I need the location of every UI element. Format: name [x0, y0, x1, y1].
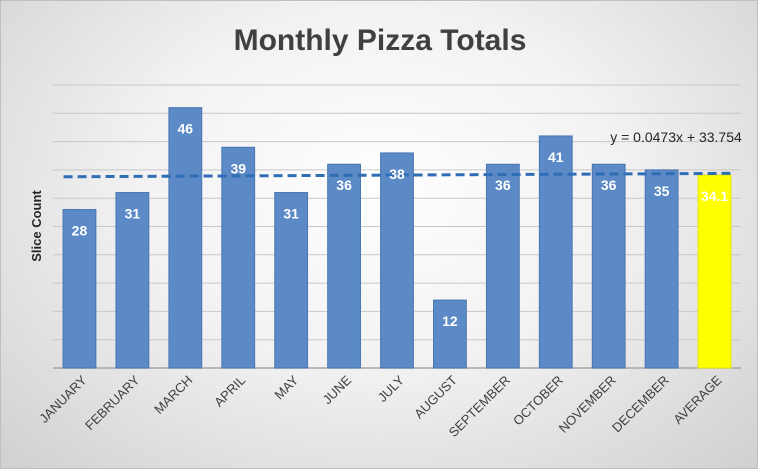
tick-label-august: AUGUST — [411, 372, 460, 421]
bar-april — [221, 146, 256, 369]
data-labels: 28 31 46 39 31 36 38 12 36 41 36 35 34.1 — [72, 121, 729, 329]
tick-label-april: APRIL — [211, 373, 248, 410]
data-label-august: 12 — [442, 313, 458, 329]
bar-august — [433, 299, 467, 369]
trendline-equation: y = 0.0473x + 33.754 — [610, 129, 742, 145]
data-label-average: 34.1 — [701, 188, 728, 204]
tick-label-december: DECEMBER — [609, 373, 672, 436]
data-label-june: 36 — [336, 177, 352, 193]
bar-november — [591, 163, 626, 369]
bar-december — [644, 169, 679, 369]
bar-january — [62, 209, 97, 369]
tick-label-october: OCTOBER — [510, 373, 566, 429]
bar-february — [115, 192, 150, 369]
bar-june — [327, 163, 361, 369]
data-label-may: 31 — [283, 206, 299, 222]
tick-label-march: MARCH — [151, 373, 195, 417]
tick-label-february: FEBRUARY — [82, 372, 143, 433]
tick-label-may: MAY — [271, 372, 301, 402]
bars — [62, 107, 732, 369]
data-label-september: 36 — [495, 177, 511, 193]
data-label-october: 41 — [548, 149, 564, 165]
data-label-november: 36 — [601, 177, 617, 193]
tick-label-january: JANUARY — [36, 372, 90, 426]
bar-march — [168, 107, 203, 369]
data-label-july: 38 — [389, 166, 405, 182]
tick-label-average: AVERAGE — [670, 372, 725, 427]
data-label-december: 35 — [654, 183, 670, 199]
bar-average — [697, 174, 732, 369]
bar-may — [274, 192, 309, 369]
chart-title: Monthly Pizza Totals — [234, 24, 527, 57]
data-label-april: 39 — [230, 160, 246, 176]
bar-july — [380, 152, 414, 369]
y-axis-label: Slice Count — [29, 190, 44, 262]
bar-september — [485, 163, 520, 369]
data-label-march: 46 — [178, 121, 194, 137]
tick-label-july: JULY — [375, 372, 408, 405]
bar-october — [538, 135, 573, 369]
tick-label-june: JUNE — [320, 372, 355, 407]
data-label-january: 28 — [72, 223, 88, 239]
data-label-february: 31 — [125, 206, 141, 222]
